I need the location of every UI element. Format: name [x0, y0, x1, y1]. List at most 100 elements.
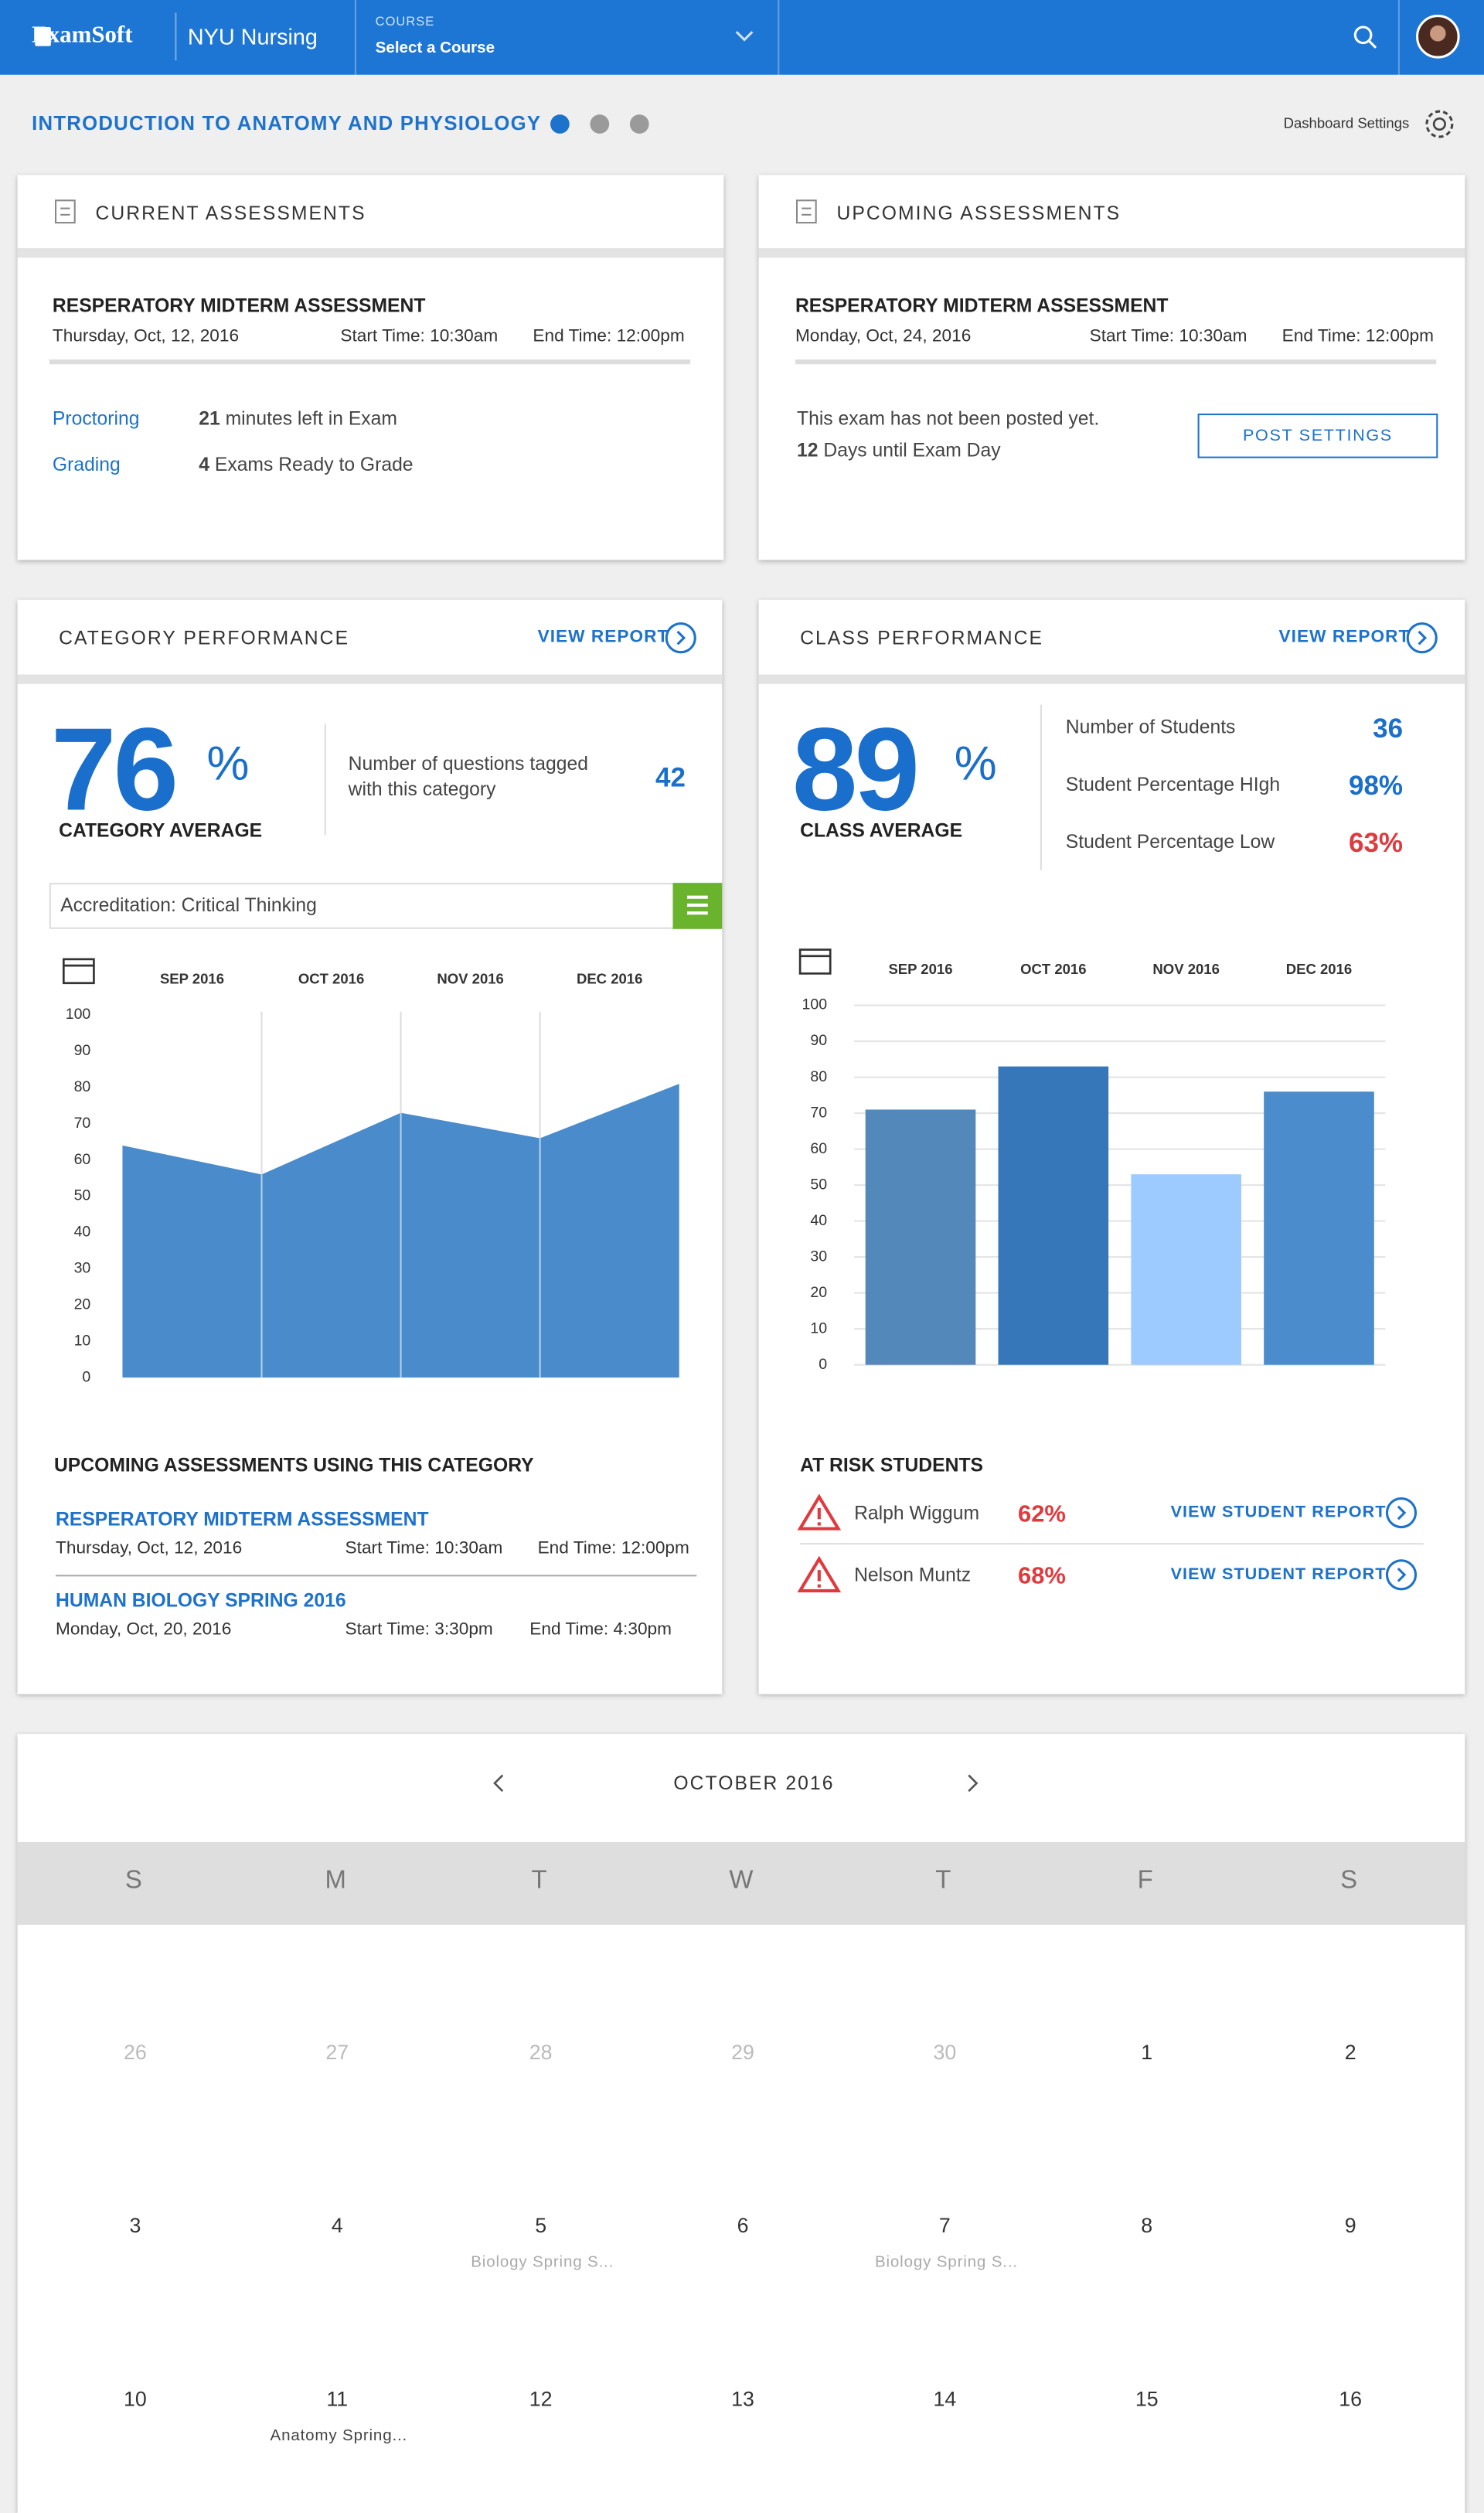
assessment-link[interactable]: HUMAN BIOLOGY SPRING 2016 — [56, 1589, 346, 1612]
weekday: F — [1137, 1867, 1153, 1895]
day[interactable]: 11 — [326, 2386, 349, 2411]
y-tick-label: 20 — [810, 1284, 827, 1301]
day[interactable]: 10 — [124, 2386, 147, 2411]
day[interactable]: 4 — [331, 2213, 343, 2238]
filter-text: Accreditation: Critical Thinking — [60, 894, 317, 917]
divider — [354, 0, 356, 75]
average: 89 — [791, 703, 920, 836]
day[interactable]: 3 — [129, 2213, 141, 2238]
divider — [56, 1575, 697, 1577]
y-tick-label: 30 — [74, 1260, 91, 1277]
page-title: INTRODUCTION TO ANATOMY AND PHYSIOLOGY — [32, 112, 542, 135]
average-label: CLASS AVERAGE — [800, 819, 963, 842]
day[interactable]: 29 — [731, 2040, 754, 2065]
day[interactable]: 12 — [529, 2386, 553, 2411]
x-tick-label: SEP 2016 — [888, 961, 952, 977]
weekday: S — [1340, 1867, 1358, 1895]
count: 21 — [199, 407, 220, 430]
weekday: M — [325, 1867, 346, 1895]
view-report[interactable]: VIEW REPORT — [537, 627, 669, 647]
day[interactable]: 2 — [1344, 2040, 1356, 2065]
assessment-name: RESPERATORY MIDTERM ASSESSMENT — [52, 294, 426, 317]
school: NYU Nursing — [187, 23, 318, 49]
end-time: End Time: 4:30pm — [529, 1619, 672, 1640]
section-title: UPCOMING ASSESSMENTS USING THIS CATEGORY — [53, 1453, 534, 1476]
day[interactable]: 15 — [1135, 2386, 1159, 2411]
divider — [175, 12, 177, 61]
note: This exam has not been posted yet. — [796, 407, 1100, 430]
day[interactable]: 14 — [933, 2386, 957, 2411]
day[interactable]: 1 — [1141, 2040, 1153, 2065]
row-label[interactable]: Grading — [52, 453, 121, 476]
stat-label: Number of Students — [1065, 716, 1236, 738]
average: 76 — [50, 703, 179, 836]
student-name: Nelson Muntz — [854, 1563, 972, 1586]
y-tick-label: 0 — [82, 1368, 90, 1385]
divider — [49, 359, 691, 365]
y-tick-label: 10 — [810, 1319, 827, 1337]
x-tick-label: DEC 2016 — [577, 971, 642, 987]
day[interactable]: 28 — [529, 2040, 553, 2065]
y-tick-label: 0 — [819, 1356, 827, 1373]
weekday: S — [124, 1867, 142, 1895]
day[interactable]: 7 — [938, 2213, 951, 2238]
event[interactable]: Anatomy Spring... — [270, 2427, 408, 2445]
divider — [778, 0, 780, 75]
event[interactable]: Biology Spring S... — [471, 2254, 614, 2272]
y-tick-label: 20 — [74, 1296, 91, 1313]
percent-sign: % — [206, 737, 250, 791]
day[interactable]: 6 — [737, 2213, 749, 2238]
divider — [800, 1543, 1424, 1545]
percent-sign: % — [954, 737, 997, 791]
start-time: Start Time: 10:30am — [345, 1538, 503, 1558]
student-name: Ralph Wiggum — [854, 1501, 980, 1524]
weekday: T — [935, 1867, 951, 1895]
y-tick-label: 10 — [74, 1332, 91, 1349]
stat-label: Student Percentage HIgh — [1065, 773, 1281, 795]
questions-label: Number of questions tagged with this cat… — [348, 752, 588, 801]
x-tick-label: NOV 2016 — [1152, 961, 1219, 977]
weekday: T — [531, 1867, 547, 1895]
course-select[interactable]: Select a Course — [375, 39, 495, 58]
divider — [795, 359, 1437, 365]
day[interactable]: 27 — [325, 2040, 349, 2065]
stat-value: 36 — [1373, 713, 1404, 744]
day[interactable]: 26 — [124, 2040, 147, 2065]
date: Monday, Oct, 24, 2016 — [795, 326, 972, 346]
end-time: End Time: 12:00pm — [537, 1538, 689, 1558]
day[interactable]: 5 — [535, 2213, 547, 2238]
bar — [1131, 1174, 1241, 1365]
student-report-link[interactable]: VIEW STUDENT REPORT — [1170, 1565, 1387, 1585]
assessment-name: RESPERATORY MIDTERM ASSESSMENT — [795, 294, 1169, 317]
x-tick-label: OCT 2016 — [298, 971, 364, 987]
card-title: CLASS PERFORMANCE — [800, 626, 1044, 649]
settings-link[interactable]: Dashboard Settings — [1283, 115, 1410, 131]
day[interactable]: 9 — [1344, 2213, 1356, 2238]
weekday: W — [729, 1867, 754, 1895]
days-text: Days until Exam Day — [823, 438, 1001, 461]
view-report[interactable]: VIEW REPORT — [1278, 627, 1411, 647]
x-tick-label: DEC 2016 — [1286, 961, 1352, 977]
day[interactable]: 30 — [933, 2040, 957, 2065]
row-label[interactable]: Proctoring — [52, 407, 140, 430]
day[interactable]: 13 — [731, 2386, 754, 2411]
post-settings-button[interactable]: POST SETTINGS — [1197, 414, 1438, 458]
assessment-link[interactable]: RESPERATORY MIDTERM ASSESSMENT — [56, 1507, 429, 1531]
y-tick-label: 50 — [74, 1187, 91, 1204]
divider — [1397, 0, 1400, 75]
student-score: 68% — [1018, 1562, 1066, 1590]
y-tick-label: 30 — [810, 1248, 827, 1265]
bar — [1264, 1091, 1374, 1365]
calendar-month: OCTOBER 2016 — [673, 1772, 835, 1795]
day[interactable]: 16 — [1339, 2386, 1363, 2411]
event[interactable]: Biology Spring S... — [874, 2254, 1018, 2272]
bar — [865, 1109, 976, 1365]
y-tick-label: 40 — [810, 1212, 827, 1229]
student-report-link[interactable]: VIEW STUDENT REPORT — [1170, 1503, 1387, 1522]
y-tick-label: 90 — [810, 1032, 827, 1049]
day[interactable]: 8 — [1141, 2213, 1153, 2238]
stat-value: 98% — [1349, 771, 1404, 802]
